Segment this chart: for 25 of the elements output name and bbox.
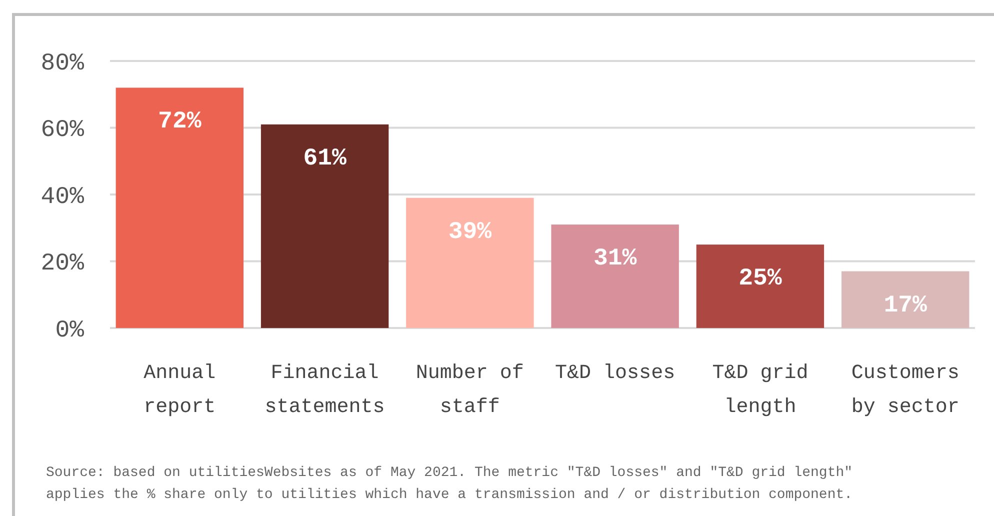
y-tick-label: 20% xyxy=(40,250,85,278)
source-note: Source: based on utilitiesWebsites as of May 2021. The metric "T&D losses" and "T&D grid length" xyxy=(46,465,853,481)
bar xyxy=(551,224,679,328)
data-label: 72% xyxy=(158,108,202,136)
y-tick-label: 0% xyxy=(55,317,85,344)
bar xyxy=(406,198,534,328)
data-label: 31% xyxy=(593,246,638,273)
data-label: 17% xyxy=(884,292,928,320)
data-label: 61% xyxy=(303,145,347,172)
x-tick-label: Annual report xyxy=(144,362,216,419)
y-tick-label: 60% xyxy=(40,117,85,144)
bar xyxy=(260,124,389,328)
x-tick-label: Customers by sector xyxy=(851,362,960,419)
bar xyxy=(116,88,244,328)
x-tick-label: Number of staff xyxy=(416,362,524,419)
bar xyxy=(696,244,824,328)
x-tick-label: Financial statements xyxy=(264,362,385,419)
bar xyxy=(841,271,970,328)
text: applies the % share only to utilities which have a transmission and / or distribution component. xyxy=(46,487,853,503)
y-tick-label: 80% xyxy=(40,50,85,78)
data-label: 25% xyxy=(738,266,782,293)
x-tick-label: T&D losses xyxy=(555,362,676,385)
y-tick-label: 40% xyxy=(40,184,85,211)
x-tick-label: T&D grid length xyxy=(712,362,808,419)
data-label: 39% xyxy=(448,218,492,246)
